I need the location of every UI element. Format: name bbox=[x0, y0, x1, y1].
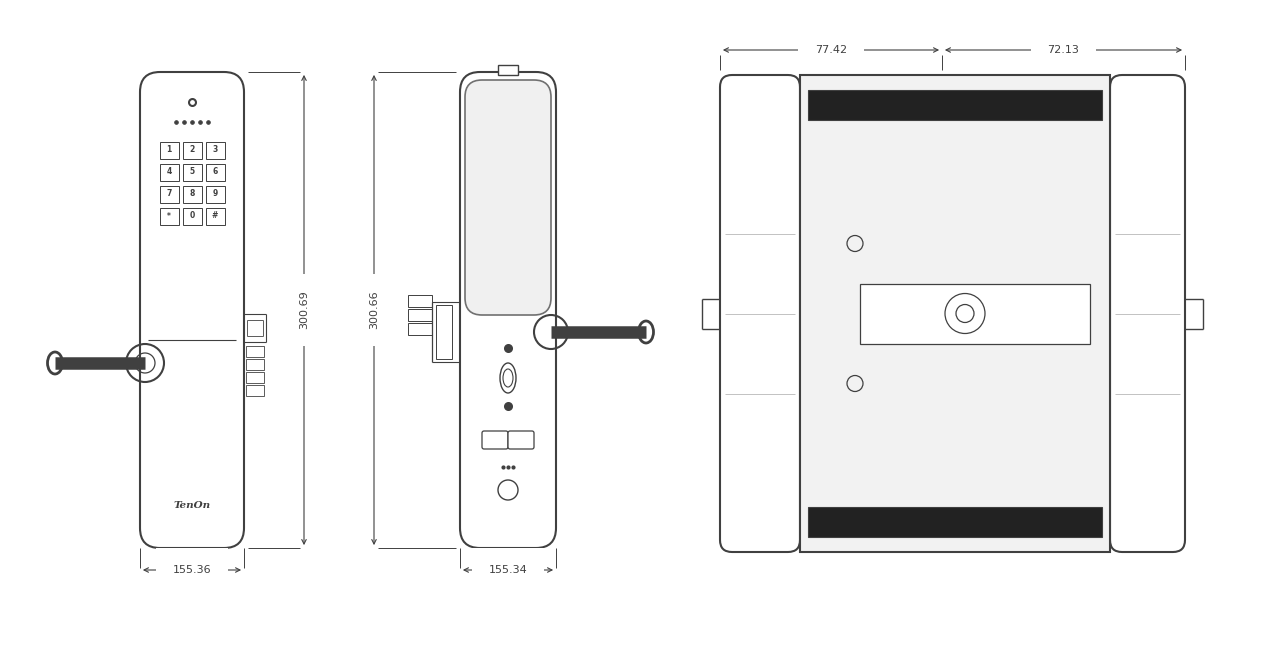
Text: #: # bbox=[211, 211, 218, 220]
Bar bbox=[206, 164, 224, 181]
Bar bbox=[860, 283, 1091, 343]
Text: 6: 6 bbox=[212, 168, 218, 177]
Text: 0: 0 bbox=[189, 211, 195, 220]
Bar bbox=[246, 346, 264, 357]
Bar bbox=[436, 305, 452, 359]
Bar bbox=[808, 507, 1102, 537]
Text: 3: 3 bbox=[212, 146, 218, 155]
Bar bbox=[183, 207, 201, 224]
Text: 2: 2 bbox=[189, 146, 195, 155]
FancyBboxPatch shape bbox=[140, 72, 244, 548]
Text: 72.13: 72.13 bbox=[1047, 45, 1079, 55]
FancyBboxPatch shape bbox=[508, 431, 534, 449]
Text: 9: 9 bbox=[212, 190, 218, 198]
Text: TenOn: TenOn bbox=[173, 500, 211, 510]
Bar bbox=[160, 142, 178, 159]
FancyBboxPatch shape bbox=[1110, 75, 1185, 552]
Bar bbox=[408, 323, 433, 335]
Text: 1: 1 bbox=[166, 146, 172, 155]
Bar bbox=[160, 185, 178, 203]
Bar bbox=[160, 164, 178, 181]
Text: 155.36: 155.36 bbox=[173, 565, 211, 575]
FancyBboxPatch shape bbox=[719, 75, 800, 552]
Bar bbox=[246, 359, 264, 370]
Bar bbox=[183, 185, 201, 203]
Text: 7: 7 bbox=[166, 190, 172, 198]
Text: 155.34: 155.34 bbox=[489, 565, 527, 575]
Text: 4: 4 bbox=[166, 168, 172, 177]
FancyBboxPatch shape bbox=[483, 431, 508, 449]
Bar bbox=[808, 90, 1102, 120]
FancyBboxPatch shape bbox=[460, 72, 556, 548]
Text: 8: 8 bbox=[189, 190, 195, 198]
Bar bbox=[498, 65, 518, 75]
Bar bbox=[160, 207, 178, 224]
Bar bbox=[206, 185, 224, 203]
Text: 77.42: 77.42 bbox=[815, 45, 847, 55]
Text: 5: 5 bbox=[189, 168, 195, 177]
Bar bbox=[206, 207, 224, 224]
Text: 300.69: 300.69 bbox=[300, 291, 308, 330]
Bar bbox=[246, 372, 264, 383]
Bar bbox=[800, 75, 1110, 552]
Bar bbox=[408, 309, 433, 321]
Bar bbox=[183, 164, 201, 181]
Bar bbox=[206, 142, 224, 159]
Text: 300.66: 300.66 bbox=[369, 291, 379, 330]
FancyBboxPatch shape bbox=[465, 80, 550, 315]
Bar bbox=[408, 295, 433, 307]
Bar bbox=[183, 142, 201, 159]
Text: *: * bbox=[168, 211, 172, 220]
Bar bbox=[246, 385, 264, 396]
